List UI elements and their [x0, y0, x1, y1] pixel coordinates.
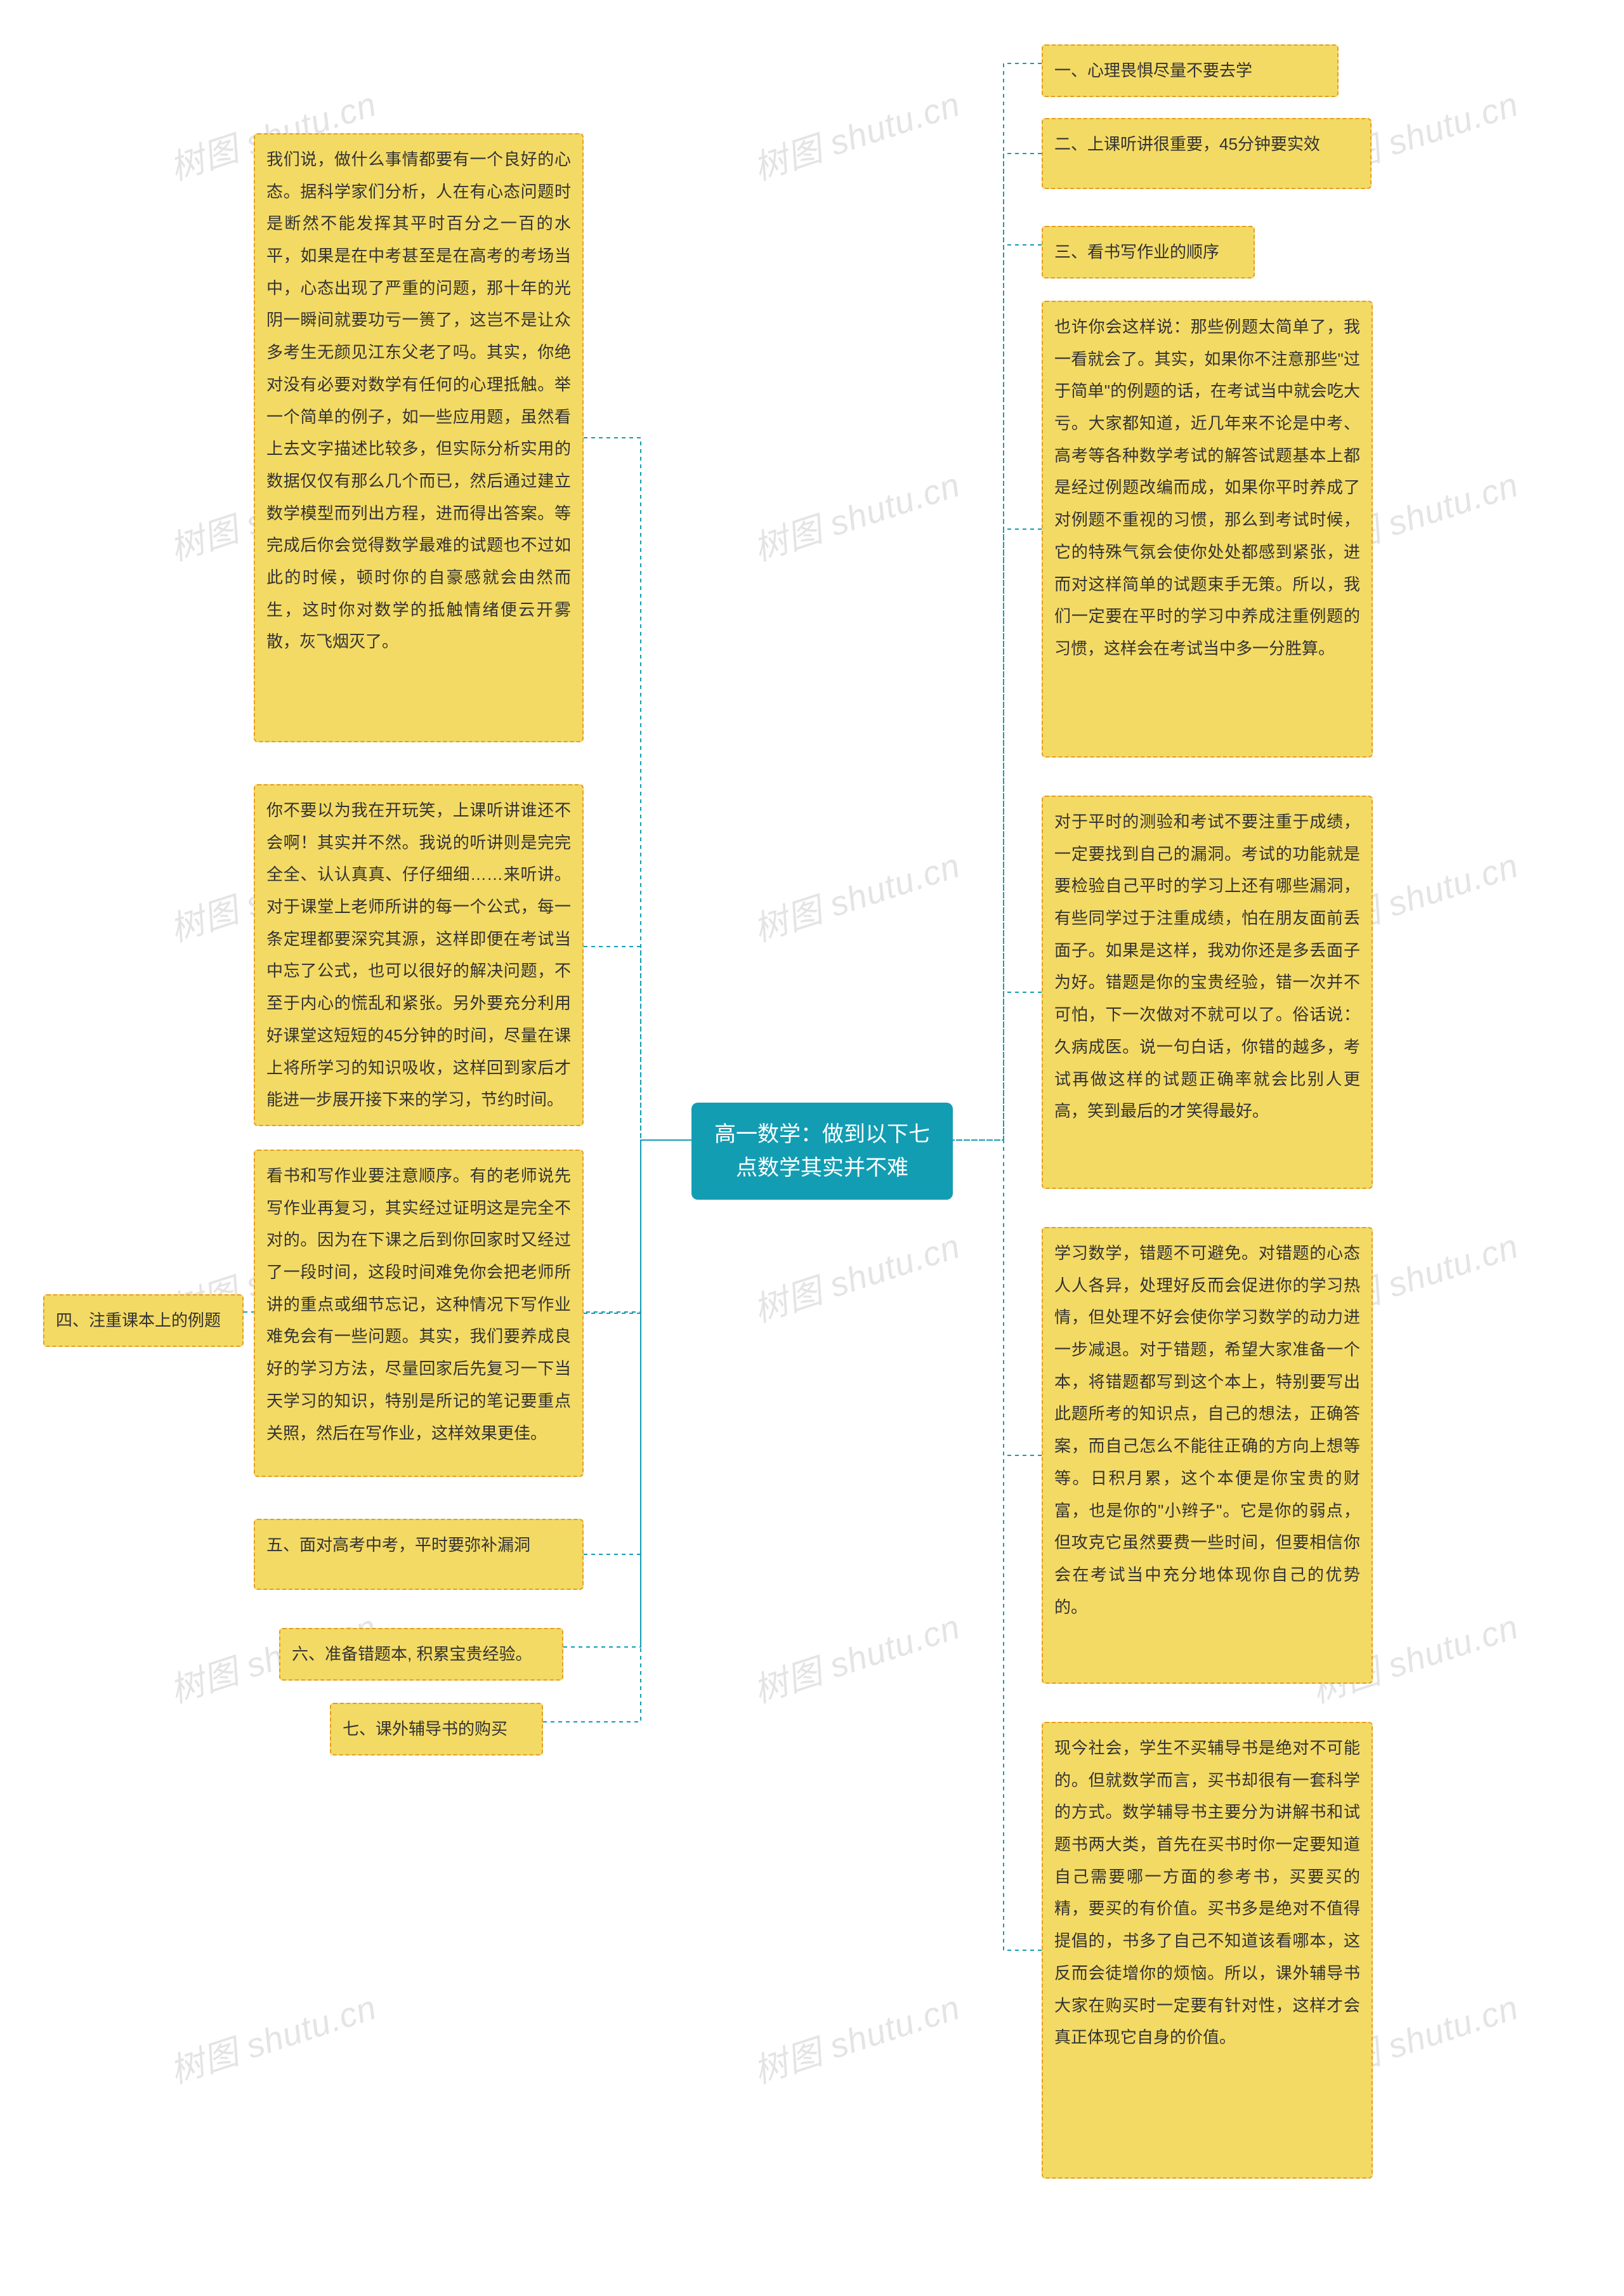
- right-node[interactable]: 也许你会这样说：那些例题太简单了，我一看就会了。其实，如果你不注意那些"过于简单…: [1042, 301, 1373, 758]
- right-node[interactable]: 三、看书写作业的顺序: [1042, 226, 1255, 279]
- watermark-text: 树图 shutu.cn: [746, 1979, 966, 2094]
- left-node[interactable]: 七、课外辅导书的购买: [330, 1703, 543, 1755]
- connector-line: [953, 1140, 1042, 1455]
- left-node[interactable]: 看书和写作业要注意顺序。有的老师说先写作业再复习，其实经过证明这是完全不对的。因…: [254, 1150, 584, 1477]
- left-node[interactable]: 你不要以为我在开玩笑，上课听讲谁还不会啊！其实并不然。我说的听讲则是完完全全、认…: [254, 784, 584, 1126]
- connector-line: [584, 1140, 691, 1554]
- left-node[interactable]: 我们说，做什么事情都要有一个良好的心态。据科学家们分析，人在有心态问题时是断然不…: [254, 133, 584, 742]
- connector-line: [953, 992, 1042, 1140]
- right-node[interactable]: 二、上课听讲很重要，45分钟要实效: [1042, 118, 1372, 189]
- right-node[interactable]: 学习数学，错题不可避免。对错题的心态人人各异，处理好反而会促进你的学习热情，但处…: [1042, 1227, 1373, 1684]
- connector-line: [584, 1140, 691, 1313]
- watermark-text: 树图 shutu.cn: [746, 1599, 966, 1713]
- watermark-text: 树图 shutu.cn: [746, 1218, 966, 1332]
- left-node[interactable]: 五、面对高考中考，平时要弥补漏洞: [254, 1519, 584, 1590]
- watermark-text: 树图 shutu.cn: [746, 837, 966, 952]
- mindmap-canvas: 树图 shutu.cn 树图 shutu.cn 树图 shutu.cn 树图 shut…: [0, 0, 1624, 2296]
- connector-line: [953, 63, 1042, 1140]
- connector-line: [953, 1140, 1042, 1950]
- watermark-text: 树图 shutu.cn: [746, 457, 966, 571]
- right-node[interactable]: 对于平时的测验和考试不要注重于成绩，一定要找到自己的漏洞。考试的功能就是要检验自…: [1042, 796, 1373, 1189]
- connector-line: [584, 947, 691, 1140]
- right-node[interactable]: 一、心理畏惧尽量不要去学: [1042, 44, 1339, 97]
- connector-line: [953, 245, 1042, 1140]
- connector-line: [953, 154, 1042, 1140]
- watermark-text: 树图 shutu.cn: [746, 76, 966, 190]
- root-node[interactable]: 高一数学：做到以下七点数学其实并不难: [691, 1103, 953, 1200]
- left-node[interactable]: 四、注重课本上的例题: [43, 1294, 244, 1347]
- right-node[interactable]: 现今社会，学生不买辅导书是绝对不可能的。但就数学而言，买书却很有一套科学的方式。…: [1042, 1722, 1373, 2179]
- connector-line: [584, 438, 691, 1140]
- watermark-text: 树图 shutu.cn: [162, 1979, 382, 2094]
- connector-line: [953, 529, 1042, 1140]
- left-node[interactable]: 六、准备错题本, 积累宝贵经验。: [279, 1628, 563, 1681]
